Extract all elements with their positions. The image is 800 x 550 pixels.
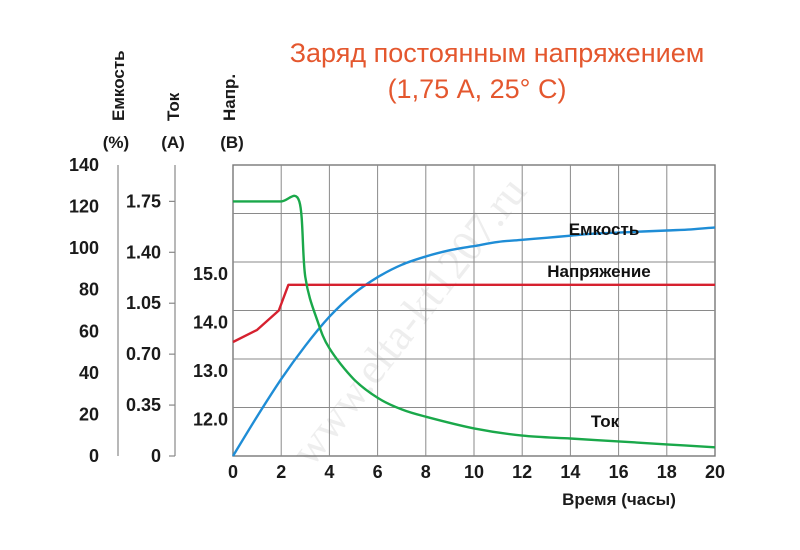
current-tick-label: 1.05 — [126, 293, 161, 313]
x-tick-label: 16 — [609, 462, 629, 482]
capacity-tick-label: 120 — [69, 197, 99, 217]
capacity-tick-label: 0 — [89, 446, 99, 466]
current-axis-label: Ток — [164, 92, 183, 121]
current-tick-label: 1.40 — [126, 242, 161, 262]
current-series-label: Ток — [591, 412, 620, 431]
x-tick-label: 20 — [705, 462, 725, 482]
x-axis-label: Время (часы) — [562, 490, 676, 509]
current-tick-label: 0 — [151, 446, 161, 466]
voltage-axis-unit: (В) — [220, 133, 244, 152]
current-tick-label: 1.75 — [126, 191, 161, 211]
capacity-series-label: Емкость — [569, 220, 640, 239]
x-tick-label: 14 — [560, 462, 580, 482]
current-line — [233, 194, 716, 449]
voltage-series-label: Напряжение — [547, 262, 651, 281]
x-tick-label: 6 — [373, 462, 383, 482]
capacity-axis-label: Емкость — [109, 50, 128, 121]
x-tick-label: 8 — [421, 462, 431, 482]
x-tick-label: 2 — [276, 462, 286, 482]
current-tick-label: 0.70 — [126, 344, 161, 364]
chart-subtitle: (1,75 А, 25° С) — [388, 74, 567, 104]
chart-title: Заряд постоянным напряжением — [290, 38, 705, 68]
voltage-tick-label: 12.0 — [193, 410, 228, 430]
current-axis-unit: (А) — [161, 133, 185, 152]
capacity-axis-unit: (%) — [103, 133, 129, 152]
voltage-tick-label: 15.0 — [193, 264, 228, 284]
capacity-tick-label: 40 — [79, 363, 99, 383]
voltage-tick-label: 14.0 — [193, 313, 228, 333]
x-tick-label: 12 — [512, 462, 532, 482]
x-tick-label: 4 — [324, 462, 334, 482]
capacity-tick-label: 100 — [69, 238, 99, 258]
voltage-tick-label: 13.0 — [193, 361, 228, 381]
voltage-axis-label: Напр. — [220, 74, 239, 121]
x-tick-label: 10 — [464, 462, 484, 482]
x-tick-label: 0 — [228, 462, 238, 482]
x-tick-label: 18 — [657, 462, 677, 482]
capacity-tick-label: 60 — [79, 321, 99, 341]
capacity-tick-label: 80 — [79, 280, 99, 300]
current-tick-label: 0.35 — [126, 395, 161, 415]
capacity-line — [231, 226, 716, 457]
capacity-tick-label: 20 — [79, 404, 99, 424]
voltage-line — [232, 283, 715, 344]
capacity-tick-label: 140 — [69, 155, 99, 175]
